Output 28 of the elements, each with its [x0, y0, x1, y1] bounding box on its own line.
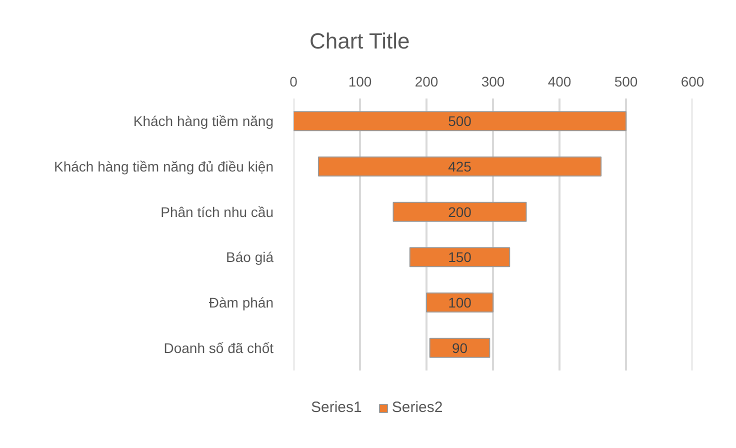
data-label: 90 — [452, 340, 468, 356]
y-tick-label: Khách hàng tiềm năng đủ điều kiện — [54, 158, 274, 174]
bar — [409, 247, 510, 268]
y-tick-label: Khách hàng tiềm năng — [133, 113, 274, 130]
bar — [392, 202, 527, 222]
data-label: 425 — [448, 158, 472, 174]
bar — [294, 111, 626, 132]
data-label: 150 — [448, 249, 472, 266]
x-tick-label: 200 — [414, 74, 438, 90]
data-label: 500 — [448, 113, 472, 130]
y-tick-label: Báo giá — [226, 249, 274, 266]
x-tick-label: 100 — [348, 74, 372, 90]
y-tick-label: Đàm phán — [208, 294, 274, 310]
x-tick-label: 600 — [680, 74, 704, 90]
chart-title: Chart Title — [310, 28, 410, 54]
bar — [426, 292, 494, 313]
bar — [429, 338, 490, 358]
x-tick-label: 400 — [548, 74, 572, 90]
x-tick-label: 300 — [481, 74, 505, 90]
y-tick-label: Phân tích nhu cầu — [160, 204, 274, 220]
text: Series1 — [311, 399, 362, 416]
bar — [318, 156, 602, 177]
data-label: 200 — [448, 204, 472, 220]
x-tick-label: 500 — [614, 74, 638, 90]
legend-label: Series2 — [392, 399, 443, 416]
y-tick-label: Doanh số đã chốt — [164, 340, 274, 356]
x-tick-label: 0 — [290, 74, 298, 90]
data-label: 100 — [448, 294, 472, 310]
